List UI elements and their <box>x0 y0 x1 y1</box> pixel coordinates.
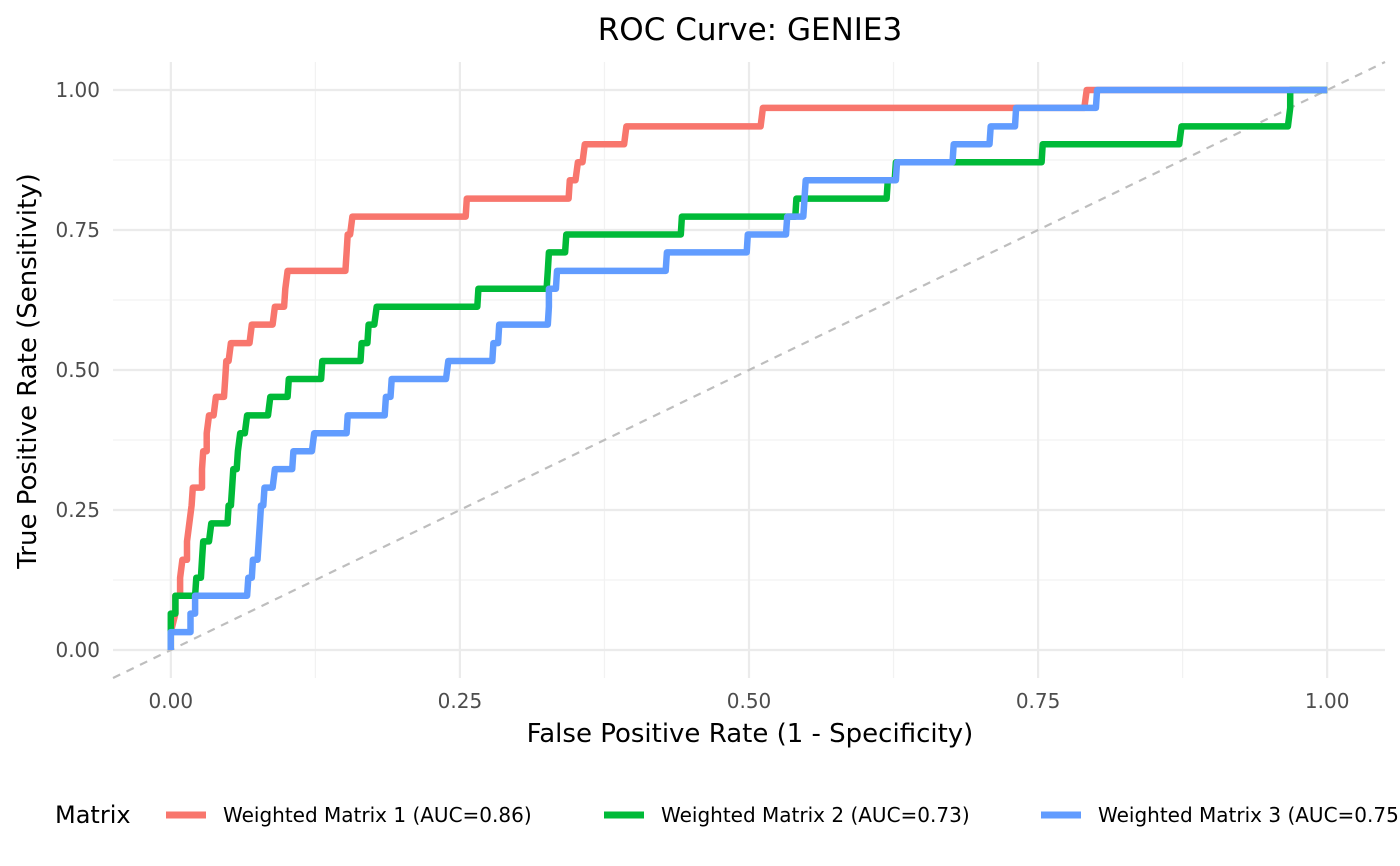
x-tick-label-1: 0.25 <box>438 689 483 713</box>
x-tick-label-4: 1.00 <box>1305 689 1350 713</box>
y-tick-label-3: 0.75 <box>55 218 100 242</box>
x-tick-label-0: 0.00 <box>149 689 194 713</box>
y-tick-labels: 0.00 0.25 0.50 0.75 1.00 <box>55 78 100 662</box>
y-tick-label-2: 0.50 <box>55 358 100 382</box>
legend-label-series-2: Weighted Matrix 2 (AUC=0.73) <box>661 803 970 827</box>
random-classifier-diagonal <box>112 61 1386 679</box>
legend: Matrix Weighted Matrix 1 (AUC=0.86) Weig… <box>55 801 1400 829</box>
roc-line-series-1 <box>167 86 1328 650</box>
x-axis-title: False Positive Rate (1 - Specificity) <box>527 719 974 749</box>
series-lines <box>167 86 1328 650</box>
legend-label-series-3: Weighted Matrix 3 (AUC=0.75) <box>1098 803 1400 827</box>
reference-line <box>112 61 1386 679</box>
legend-label-series-1: Weighted Matrix 1 (AUC=0.86) <box>223 803 532 827</box>
x-tick-label-3: 0.75 <box>1016 689 1061 713</box>
y-tick-label-1: 0.25 <box>55 498 100 522</box>
legend-title: Matrix <box>55 801 131 829</box>
y-tick-label-4: 1.00 <box>55 78 100 102</box>
y-axis-title: True Positive Rate (Sensitivity) <box>13 173 43 570</box>
y-tick-label-0: 0.00 <box>55 638 100 662</box>
chart-title: ROC Curve: GENIE3 <box>598 12 902 48</box>
x-tick-labels: 0.00 0.25 0.50 0.75 1.00 <box>149 689 1350 713</box>
x-tick-label-2: 0.50 <box>727 689 772 713</box>
roc-line-series-3 <box>167 86 1328 650</box>
